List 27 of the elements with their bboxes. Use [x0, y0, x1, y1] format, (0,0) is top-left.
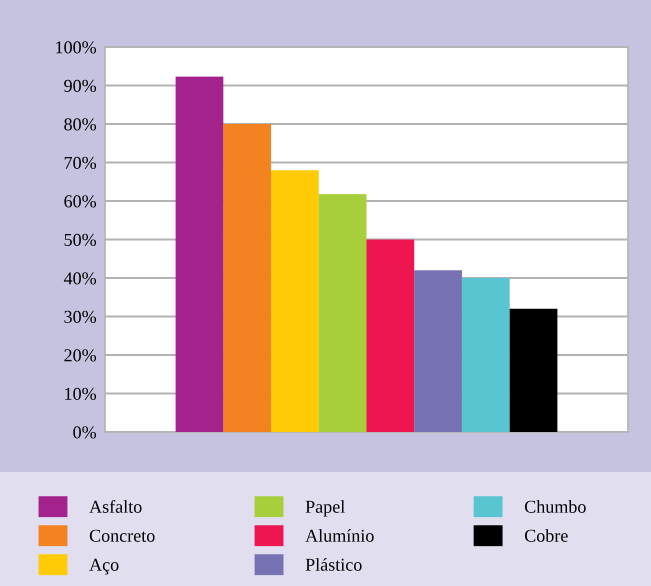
legend-label: Papel — [306, 500, 345, 517]
bar — [510, 308, 558, 432]
bar — [223, 124, 272, 432]
bar — [176, 76, 224, 432]
bar — [462, 278, 510, 432]
legend-label: Asfalto — [89, 500, 142, 513]
y-tick-label: 40% — [64, 272, 96, 284]
legend-label: Plástico — [306, 558, 362, 571]
bar — [318, 194, 366, 432]
bar — [366, 240, 414, 432]
y-tick-label: 20% — [64, 349, 96, 362]
bar — [414, 270, 462, 432]
legend-label: Chumbo — [524, 500, 586, 513]
legend-label: Aço — [89, 558, 118, 574]
y-tick-label: 30% — [64, 310, 96, 323]
y-tick-label: 70% — [64, 156, 96, 169]
legend-label: Cobre — [524, 529, 568, 542]
y-tick-label: 50% — [64, 234, 96, 246]
bar — [271, 170, 319, 432]
y-tick-label: 90% — [64, 80, 96, 92]
legend-label: Alumínio — [305, 529, 374, 542]
y-tick-label: 0% — [73, 426, 96, 438]
y-tick-label: 10% — [65, 388, 96, 400]
legend-label: Concreto — [90, 530, 155, 542]
y-tick-label: 80% — [64, 118, 96, 130]
y-tick-label: 100% — [56, 41, 96, 54]
y-tick-label: 60% — [64, 195, 96, 208]
